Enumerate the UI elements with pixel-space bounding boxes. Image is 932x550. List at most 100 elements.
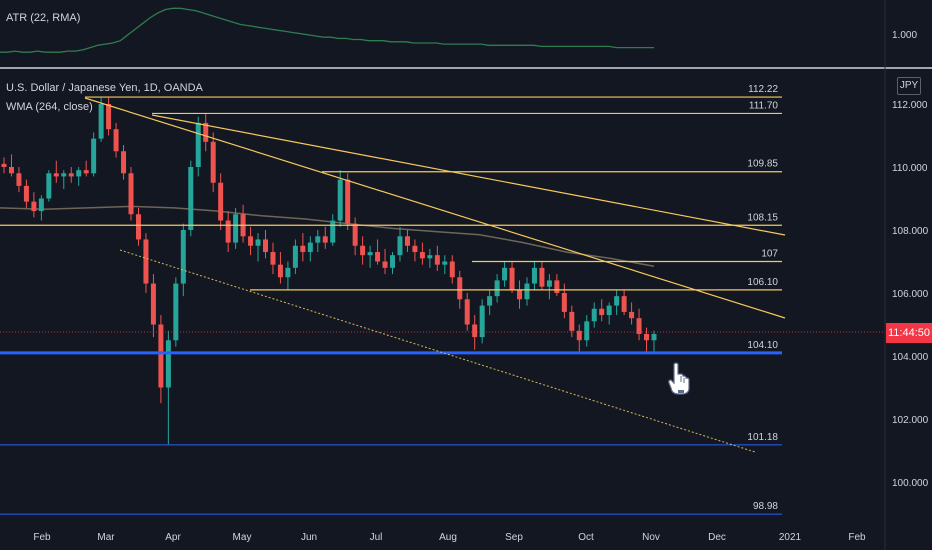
candle [569, 305, 575, 338]
candle-body [248, 236, 254, 246]
candle [255, 233, 261, 262]
candle-body [277, 264, 283, 278]
candle [240, 204, 246, 243]
candle [315, 230, 321, 253]
trendline-lower-dotted[interactable] [119, 249, 756, 453]
candle [38, 195, 44, 221]
candle-body [307, 242, 313, 253]
candle-body [367, 252, 373, 256]
candle-body [606, 305, 612, 316]
time-tick-label: Nov [642, 532, 660, 543]
level-label: 107 [761, 249, 778, 260]
candle-body [487, 296, 493, 306]
candle-body [651, 333, 657, 341]
candle [16, 167, 22, 193]
candle [427, 248, 433, 268]
candle-body [427, 255, 433, 259]
candle [218, 173, 224, 230]
candle-body [419, 252, 425, 259]
candle-body [397, 236, 403, 256]
candle-body [121, 151, 127, 174]
candle-body [91, 138, 97, 174]
level-98-98[interactable]: 98.98 [0, 501, 782, 515]
trendline-upper-2[interactable] [151, 114, 786, 236]
candle [150, 274, 156, 338]
wma-indicator-label[interactable]: WMA (264, close) [6, 101, 93, 113]
wma-line [0, 205, 655, 267]
price-tick-label: 104.000 [892, 352, 929, 363]
candle-body [546, 280, 552, 287]
candle [165, 330, 171, 445]
candle [83, 160, 89, 177]
candle-body [360, 245, 366, 256]
time-tick-label: Aug [439, 532, 457, 543]
candle-body [636, 318, 642, 334]
candle [375, 239, 381, 265]
level-111-70[interactable]: 111.70 [152, 100, 782, 115]
price-tick-label: 106.000 [892, 289, 929, 300]
level-108-15[interactable]: 108.15 [0, 212, 782, 226]
level-label: 112.22 [748, 84, 778, 95]
time-axis[interactable]: Feb Mar Apr May Jun Jul Aug Sep Oct Nov Dec 2021 Feb [33, 532, 866, 543]
candle [621, 289, 627, 316]
level-label: 111.70 [749, 100, 779, 111]
candle-body [195, 122, 201, 167]
level-101-18[interactable]: 101.18 [0, 432, 782, 446]
candle [173, 277, 179, 347]
countdown-badge: 11:44:50 [886, 323, 932, 343]
price-pane[interactable]: 112.22 111.70 109.85 108.15 107 106.10 104.10 1… [0, 84, 929, 543]
atr-scale-label: 1.000 [892, 30, 917, 41]
wma-line-group [0, 205, 655, 267]
candle [225, 211, 231, 253]
candle-body [524, 283, 530, 300]
candle-body [262, 239, 268, 253]
candle [277, 252, 283, 284]
candle [262, 230, 268, 259]
candle [46, 170, 52, 202]
candle-body [135, 214, 141, 240]
price-tick-label: 112.000 [892, 100, 928, 111]
candle-body [203, 122, 209, 142]
candle-body [517, 289, 523, 300]
price-tick-label: 102.000 [892, 415, 929, 426]
candle [248, 226, 254, 256]
candle [345, 173, 351, 230]
candle [494, 274, 500, 303]
candle-body [404, 236, 410, 246]
candle [539, 261, 545, 290]
level-104-10[interactable]: 104.10 [0, 340, 782, 355]
candle [360, 236, 366, 265]
level-112-22[interactable]: 112.22 [85, 84, 782, 98]
candle [128, 167, 134, 221]
level-109-85[interactable]: 109.85 [322, 159, 782, 173]
candle [517, 280, 523, 309]
candle-body [292, 245, 298, 268]
price-axis[interactable]: 112.000 110.000 108.000 106.000 104.000 102.0… [892, 100, 929, 489]
candle [487, 289, 493, 316]
atr-line [0, 7, 654, 53]
level-107[interactable]: 107 [472, 249, 782, 263]
candle-body [330, 220, 336, 243]
candle-body [8, 167, 14, 174]
candle-body [68, 173, 74, 177]
level-label: 106.10 [747, 277, 778, 288]
symbol-title[interactable]: U.S. Dollar / Japanese Yen, 1D, OANDA [6, 82, 203, 94]
horizontal-levels[interactable]: 112.22 111.70 109.85 108.15 107 106.10 104.10 1… [0, 84, 782, 515]
candle [292, 239, 298, 275]
time-tick-label: Mar [97, 532, 115, 543]
candle [180, 223, 186, 297]
candle-body [569, 311, 575, 331]
candle [367, 245, 373, 268]
candle [546, 274, 552, 300]
currency-badge[interactable]: JPY [897, 77, 921, 95]
atr-indicator-label[interactable]: ATR (22, RMA) [6, 12, 81, 24]
candle-body [143, 239, 149, 284]
trendline-upper-1[interactable] [84, 97, 786, 319]
candle-body [106, 104, 112, 130]
level-106-10[interactable]: 106.10 [250, 277, 782, 291]
candle [53, 160, 59, 183]
candle [68, 167, 74, 183]
